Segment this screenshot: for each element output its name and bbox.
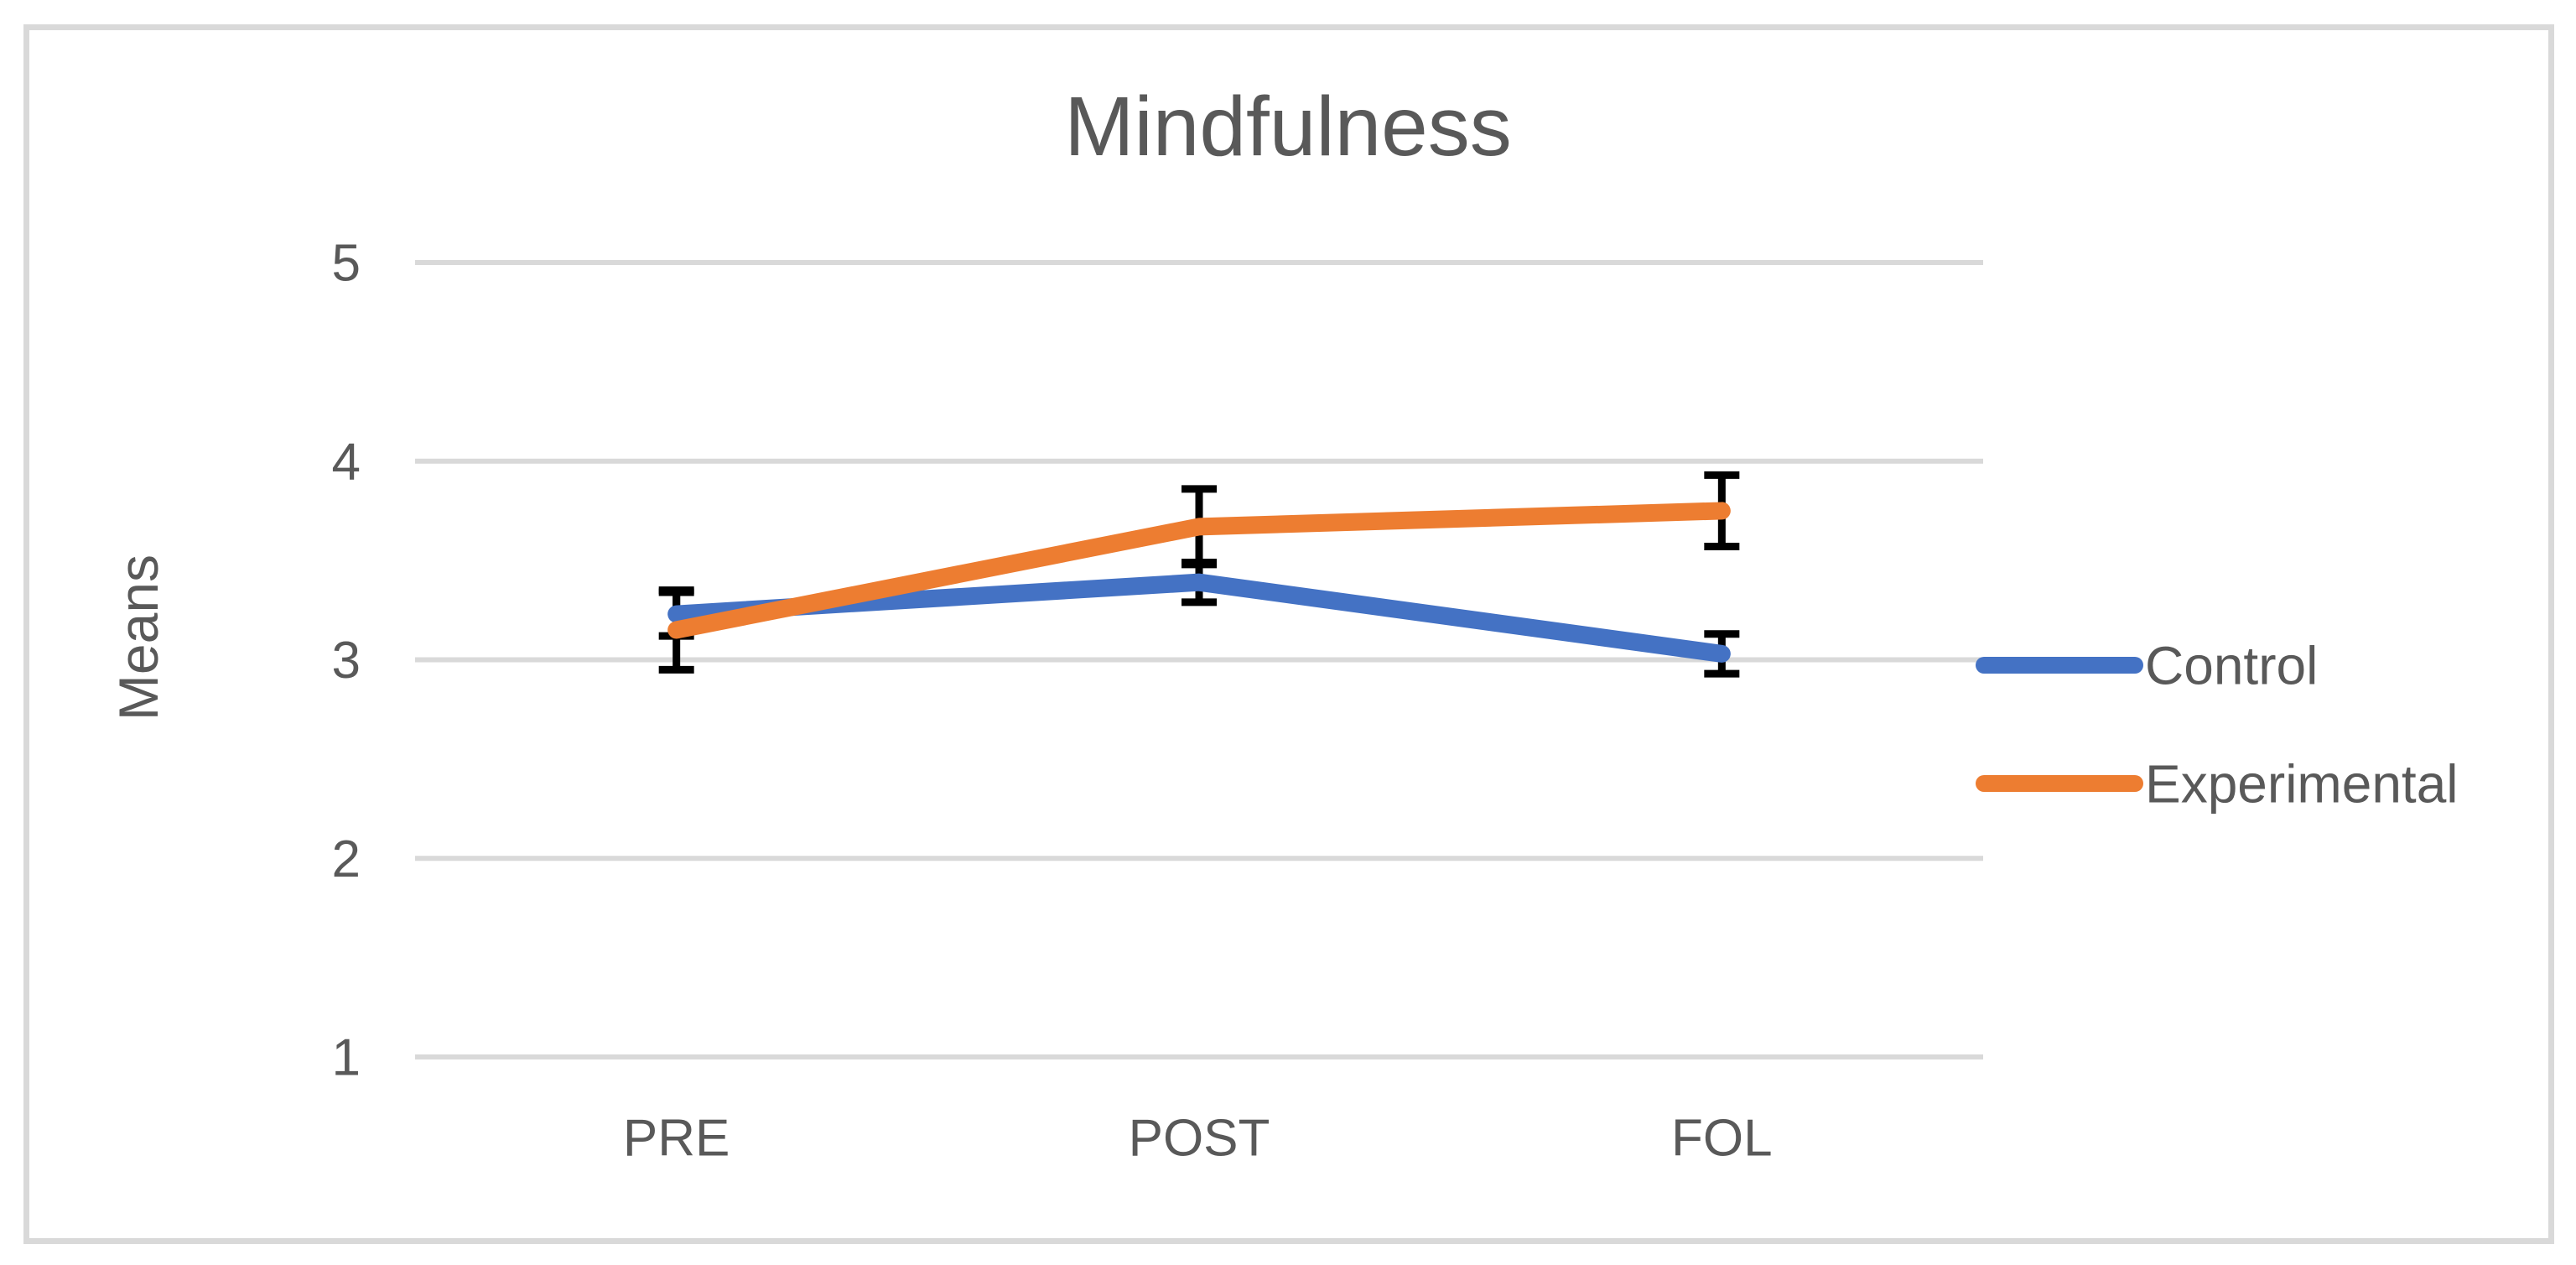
category-label: FOL: [1671, 1110, 1773, 1168]
legend-item-control: Control: [1976, 635, 2318, 695]
y-tick-label: 5: [332, 235, 361, 293]
category-label: PRE: [623, 1110, 730, 1168]
y-tick-label: 1: [332, 1029, 361, 1087]
y-tick-label: 3: [332, 632, 361, 690]
chart-title: Mindfulness: [1064, 80, 1512, 174]
series-line-experimental: [667, 502, 1731, 639]
series-lines: [667, 502, 1731, 663]
chart-border: [23, 24, 2554, 1244]
legend-label-control: Control: [2145, 635, 2318, 695]
y-tick-label: 2: [332, 830, 361, 888]
x-axis-category-labels: PRE POST FOL: [623, 1110, 1773, 1168]
legend-item-experimental: Experimental: [1976, 753, 2459, 814]
legend: Control Experimental: [1976, 635, 2459, 814]
y-tick-label: 4: [332, 433, 361, 491]
y-axis-title: Means: [107, 554, 169, 721]
category-label: POST: [1129, 1110, 1270, 1168]
y-axis-tick-labels: 1 2 3 4 5: [332, 235, 361, 1087]
legend-label-experimental: Experimental: [2145, 753, 2459, 814]
